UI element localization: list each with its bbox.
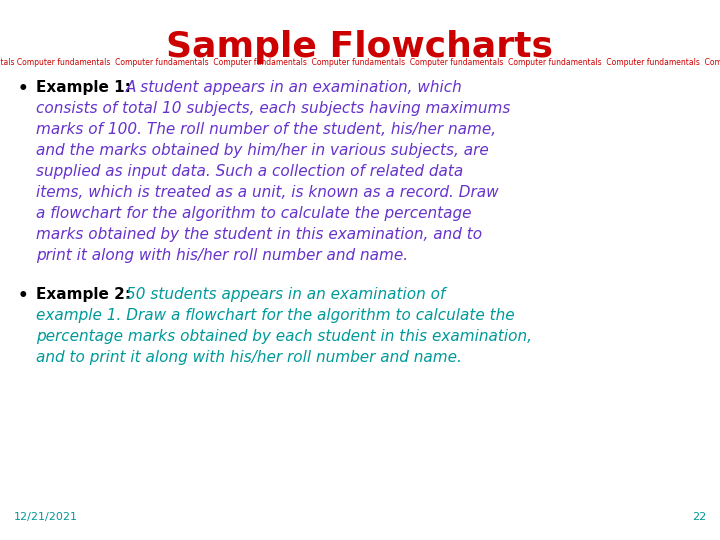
Text: Computer fundamentals Computer fundamentals  Computer fundamentals  Computer fun: Computer fundamentals Computer fundament…	[0, 58, 720, 67]
Text: A student appears in an examination, which: A student appears in an examination, whi…	[126, 80, 463, 95]
Text: 12/21/2021: 12/21/2021	[14, 512, 78, 522]
Text: Example 1:: Example 1:	[36, 80, 131, 95]
Text: •: •	[18, 80, 29, 98]
Text: and the marks obtained by him/her in various subjects, are: and the marks obtained by him/her in var…	[36, 143, 489, 158]
Text: Example 2:: Example 2:	[36, 287, 131, 302]
Text: supplied as input data. Such a collection of related data: supplied as input data. Such a collectio…	[36, 164, 463, 179]
Text: 22: 22	[692, 512, 706, 522]
Text: marks obtained by the student in this examination, and to: marks obtained by the student in this ex…	[36, 227, 482, 242]
Text: Sample Flowcharts: Sample Flowcharts	[166, 30, 554, 64]
Text: items, which is treated as a unit, is known as a record. Draw: items, which is treated as a unit, is kn…	[36, 185, 499, 200]
Text: print it along with his/her roll number and name.: print it along with his/her roll number …	[36, 248, 408, 263]
Text: example 1. Draw a flowchart for the algorithm to calculate the: example 1. Draw a flowchart for the algo…	[36, 308, 515, 323]
Text: and to print it along with his/her roll number and name.: and to print it along with his/her roll …	[36, 350, 462, 365]
Text: marks of 100. The roll number of the student, his/her name,: marks of 100. The roll number of the stu…	[36, 122, 496, 137]
Text: percentage marks obtained by each student in this examination,: percentage marks obtained by each studen…	[36, 329, 532, 344]
Text: 50 students appears in an examination of: 50 students appears in an examination of	[126, 287, 446, 302]
Text: a flowchart for the algorithm to calculate the percentage: a flowchart for the algorithm to calcula…	[36, 206, 472, 221]
Text: consists of total 10 subjects, each subjects having maximums: consists of total 10 subjects, each subj…	[36, 101, 510, 116]
Text: •: •	[18, 287, 29, 305]
